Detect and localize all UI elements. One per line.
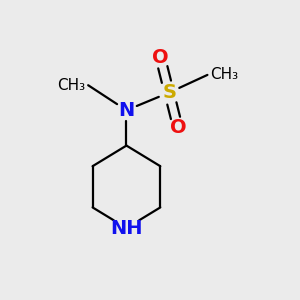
Text: N: N: [118, 101, 135, 120]
Text: O: O: [152, 48, 169, 67]
Text: CH₃: CH₃: [57, 78, 85, 93]
Text: CH₃: CH₃: [210, 68, 238, 82]
Text: S: S: [162, 83, 176, 102]
Text: O: O: [170, 118, 186, 137]
Text: NH: NH: [110, 218, 143, 238]
